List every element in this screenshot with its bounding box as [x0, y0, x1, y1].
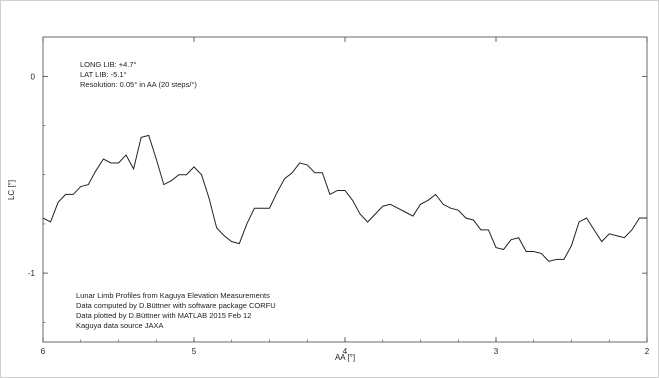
tick-labels-layer: 6 5 4 3 2 0 -1 [28, 72, 650, 356]
annotation-computed: Data computed by D.Büttner with software… [76, 301, 276, 310]
annotation-title: Lunar Limb Profiles from Kaguya Elevatio… [76, 291, 270, 300]
y-tick-label: -1 [28, 269, 36, 278]
annotation-plotted: Data plotted by D.Büttner with MATLAB 20… [76, 311, 251, 320]
y-tick-label: 0 [31, 72, 36, 81]
x-tick-label: 4 [343, 347, 348, 356]
x-axis-label: AA [°] [335, 353, 355, 362]
x-tick-label: 3 [494, 347, 499, 356]
x-tick-label: 5 [192, 347, 197, 356]
y-axis-label: LC [°] [7, 180, 16, 200]
x-tick-label: 2 [645, 347, 650, 356]
annotation-lat-lib: LAT LIB: -5.1° [80, 70, 127, 79]
annotation-source: Kaguya data source JAXA [76, 321, 164, 330]
ticks-layer [42, 37, 648, 342]
x-tick-label: 6 [41, 347, 46, 356]
annotation-resolution: Resolution: 0.05° in AA (20 steps/°) [80, 80, 197, 89]
series-line [42, 134, 647, 262]
annotation-long-lib: LONG LIB: +4.7° [80, 60, 137, 69]
